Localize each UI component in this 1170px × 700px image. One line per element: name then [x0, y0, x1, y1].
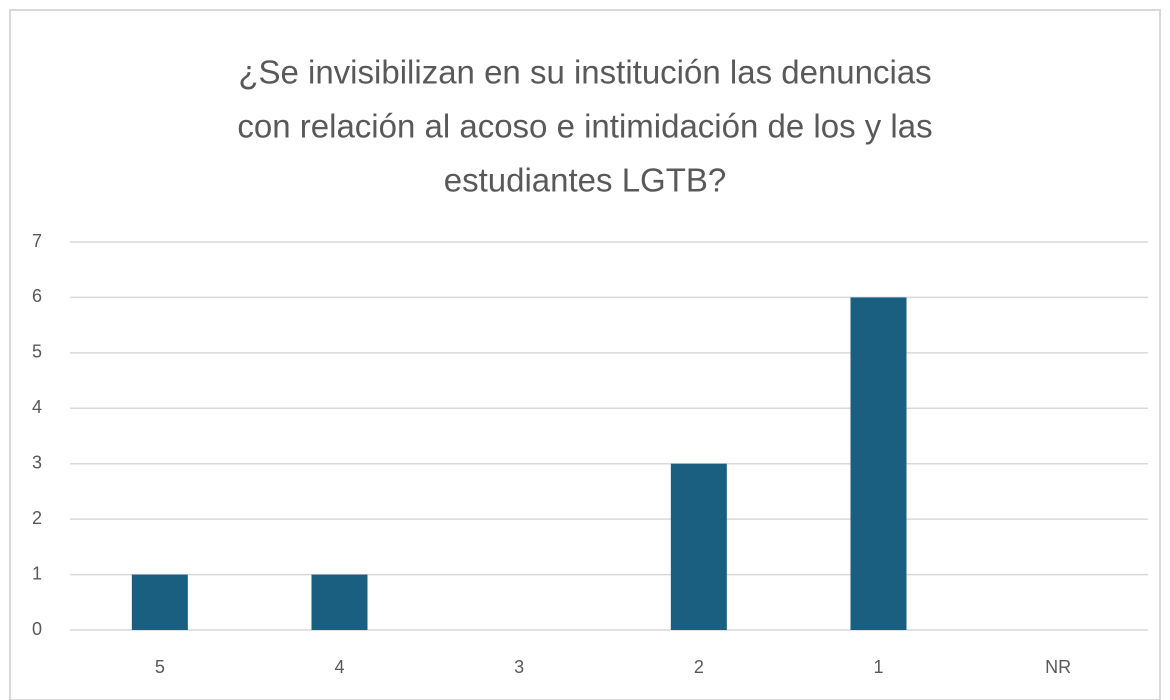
x-tick-label: 1	[873, 657, 883, 677]
chart-title: ¿Se invisibilizan en su institución las …	[238, 54, 931, 91]
y-tick-label: 6	[32, 286, 42, 306]
y-tick-label: 2	[32, 508, 42, 528]
x-tick-label: 4	[334, 657, 344, 677]
bar	[311, 574, 368, 630]
y-tick-label: 4	[32, 397, 42, 417]
x-tick-label: NR	[1045, 657, 1071, 677]
y-tick-label: 5	[32, 342, 42, 362]
y-tick-label: 1	[32, 563, 42, 583]
y-tick-label: 0	[32, 619, 42, 639]
y-tick-label: 3	[32, 452, 42, 472]
x-tick-label: 3	[514, 657, 524, 677]
chart-title: estudiantes LGTB?	[444, 162, 727, 199]
chart-frame	[9, 9, 1161, 700]
bar	[131, 574, 188, 630]
y-tick-label: 7	[32, 231, 42, 251]
bar	[670, 463, 727, 630]
chart-title: con relación al acoso e intimidación de …	[237, 108, 932, 145]
x-tick-label: 2	[694, 657, 704, 677]
x-tick-label: 5	[155, 657, 165, 677]
bar	[850, 297, 907, 630]
